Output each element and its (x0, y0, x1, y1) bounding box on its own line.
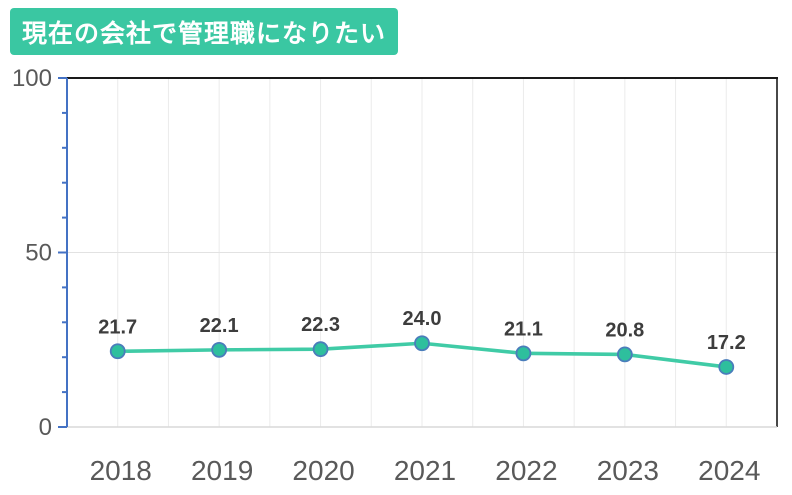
data-label-2022: 21.1 (504, 318, 543, 340)
data-point-2024 (718, 359, 735, 375)
x-axis-label-2020: 2020 (292, 455, 354, 486)
data-point-2021 (414, 335, 430, 352)
data-label-2020: 22.3 (301, 314, 340, 336)
data-label-2023: 20.8 (605, 319, 644, 341)
data-point-2023 (616, 346, 633, 363)
chart-title: 現在の会社で管理職になりたい (21, 19, 386, 48)
data-point-2019 (211, 341, 228, 358)
data-label-2024: 17.2 (707, 332, 746, 354)
x-axis-label-2018: 2018 (90, 455, 152, 486)
data-point-2022 (515, 345, 532, 362)
x-axis-label-2022: 2022 (495, 455, 557, 486)
x-axis-label-2019: 2019 (191, 455, 253, 486)
x-axis-label-2024: 2024 (698, 455, 760, 486)
x-axis-label-2021: 2021 (394, 455, 456, 486)
data-point-2018 (109, 343, 126, 360)
y-axis-label-100: 100 (12, 65, 52, 92)
data-label-2018: 21.7 (98, 316, 137, 338)
data-point-2020 (312, 341, 329, 358)
chart-title-badge: 現在の会社で管理職になりたい (10, 8, 398, 55)
data-label-2021: 24.0 (403, 308, 442, 330)
data-label-2019: 22.1 (200, 315, 239, 337)
x-axis-label-2023: 2023 (597, 455, 659, 486)
y-axis-label-0: 0 (39, 414, 52, 441)
y-axis-label-50: 50 (25, 240, 52, 267)
